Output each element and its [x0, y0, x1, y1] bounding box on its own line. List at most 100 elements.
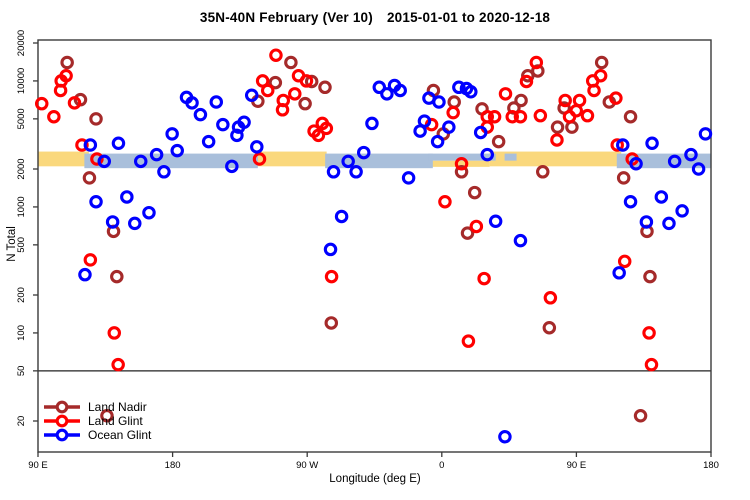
data-point-ocean-glint — [629, 157, 643, 171]
data-point-ocean-glint — [157, 165, 171, 179]
data-point-land-nadir — [110, 269, 124, 284]
data-point-land-glint — [319, 121, 334, 136]
data-point-ocean-glint — [97, 154, 112, 169]
data-point-ocean-glint — [442, 120, 456, 134]
data-point-ocean-glint — [684, 147, 698, 162]
data-point-land-glint — [260, 83, 275, 98]
data-point-land-glint — [288, 87, 302, 101]
data-point-ocean-glint — [89, 194, 103, 209]
data-point-ocean-glint — [464, 85, 478, 99]
title-range: 35N-40N February (Ver 10) — [199, 10, 373, 25]
data-point-ocean-glint — [432, 95, 446, 109]
data-point-ocean-glint — [662, 216, 676, 231]
chart-title: 35N-40N February (Ver 10) 2015-01-01 to 2… — [0, 10, 750, 25]
data-point-land-glint — [644, 357, 659, 372]
data-point-ocean-glint — [365, 116, 379, 131]
x-tick-label: 180 — [703, 460, 719, 471]
band-blue — [325, 153, 433, 169]
data-point-land-nadir — [535, 165, 550, 179]
data-point-land-nadir — [550, 120, 565, 134]
data-point-land-glint — [533, 108, 548, 123]
legend-label: Land Glint — [88, 414, 143, 428]
data-point-ocean-glint — [133, 154, 148, 169]
data-point-land-nadir — [521, 68, 535, 83]
data-point-ocean-glint — [654, 190, 669, 204]
data-point-land-nadir — [565, 120, 579, 134]
data-point-land-nadir — [324, 316, 339, 330]
data-point-land-nadir — [100, 409, 114, 423]
data-point-land-glint — [513, 109, 528, 124]
data-point-land-glint — [558, 93, 572, 108]
band-yellow — [254, 151, 327, 167]
data-point-ocean-glint — [356, 145, 371, 160]
legend-label: Land Nadir — [88, 400, 147, 414]
x-tick-label: 90 E — [28, 460, 48, 471]
data-point-ocean-glint — [165, 127, 179, 141]
data-point-land-nadir — [623, 109, 638, 124]
x-tick-label: 0 — [439, 460, 444, 471]
data-point-land-glint — [34, 96, 49, 111]
data-point-ocean-glint — [480, 147, 495, 162]
y-axis-label: N Total — [6, 226, 18, 262]
data-point-land-glint — [90, 152, 104, 166]
data-point-ocean-glint — [380, 87, 394, 101]
data-point-ocean-glint — [216, 117, 230, 132]
data-point-land-nadir — [491, 134, 506, 149]
data-point-land-glint — [83, 253, 98, 267]
data-point-ocean-glint — [128, 216, 142, 231]
data-point-land-glint — [609, 91, 623, 105]
data-point-ocean-glint — [78, 267, 92, 282]
y-tick-label: 100 — [16, 325, 27, 341]
data-point-ocean-glint — [623, 194, 638, 209]
data-point-land-nadir — [284, 55, 298, 70]
data-point-land-glint — [617, 254, 632, 269]
y-tick-label: 20 — [16, 416, 27, 427]
data-point-ocean-glint — [185, 96, 199, 110]
data-point-land-glint — [498, 87, 513, 101]
data-point-ocean-glint — [244, 88, 259, 102]
data-point-ocean-glint — [417, 114, 432, 128]
data-point-land-nadir — [89, 112, 103, 126]
data-point-land-glint — [111, 357, 125, 372]
data-point-land-glint — [275, 103, 290, 117]
data-point-land-glint — [587, 83, 601, 98]
data-point-land-glint — [446, 105, 460, 120]
legend-label: Ocean Glint — [88, 428, 152, 442]
data-point-land-nadir — [542, 320, 557, 335]
data-point-land-nadir — [460, 226, 475, 240]
data-point-land-glint — [505, 109, 519, 124]
data-point-land-nadir — [514, 93, 528, 108]
data-point-land-glint — [53, 83, 68, 98]
data-point-ocean-glint — [250, 140, 264, 154]
data-point-land-nadir — [298, 96, 312, 111]
data-point-land-glint — [550, 133, 564, 147]
data-point-land-glint — [642, 326, 656, 340]
data-point-land-glint — [324, 269, 339, 284]
data-point-ocean-glint — [201, 134, 216, 149]
data-point-land-glint — [610, 138, 624, 152]
data-point-ocean-glint — [83, 138, 98, 152]
data-point-ocean-glint — [698, 127, 713, 141]
y-tick-label: 50 — [16, 366, 27, 377]
data-point-ocean-glint — [372, 80, 387, 95]
data-point-ocean-glint — [473, 125, 488, 140]
x-tick-label: 90 W — [296, 460, 318, 471]
band-yellow-partial — [428, 160, 490, 167]
data-point-land-nadir — [454, 165, 469, 179]
data-point-ocean-glint — [639, 215, 654, 229]
y-tick-label: 500 — [16, 237, 27, 253]
data-point-ocean-glint — [120, 190, 134, 204]
data-point-land-glint — [487, 109, 502, 124]
data-point-land-glint — [580, 108, 595, 123]
y-tick-label: 5000 — [16, 108, 27, 129]
data-point-ocean-glint — [105, 215, 120, 229]
data-point-land-glint — [569, 103, 584, 118]
data-point-land-glint — [107, 326, 122, 340]
data-point-ocean-glint — [111, 136, 126, 151]
data-point-ocean-glint — [393, 83, 407, 98]
x-axis-label: Longitude (deg E) — [329, 473, 421, 485]
data-point-land-nadir — [531, 64, 545, 78]
x-tick-label: 180 — [165, 460, 181, 471]
data-point-land-glint — [519, 74, 534, 89]
data-point-land-glint — [461, 334, 476, 348]
